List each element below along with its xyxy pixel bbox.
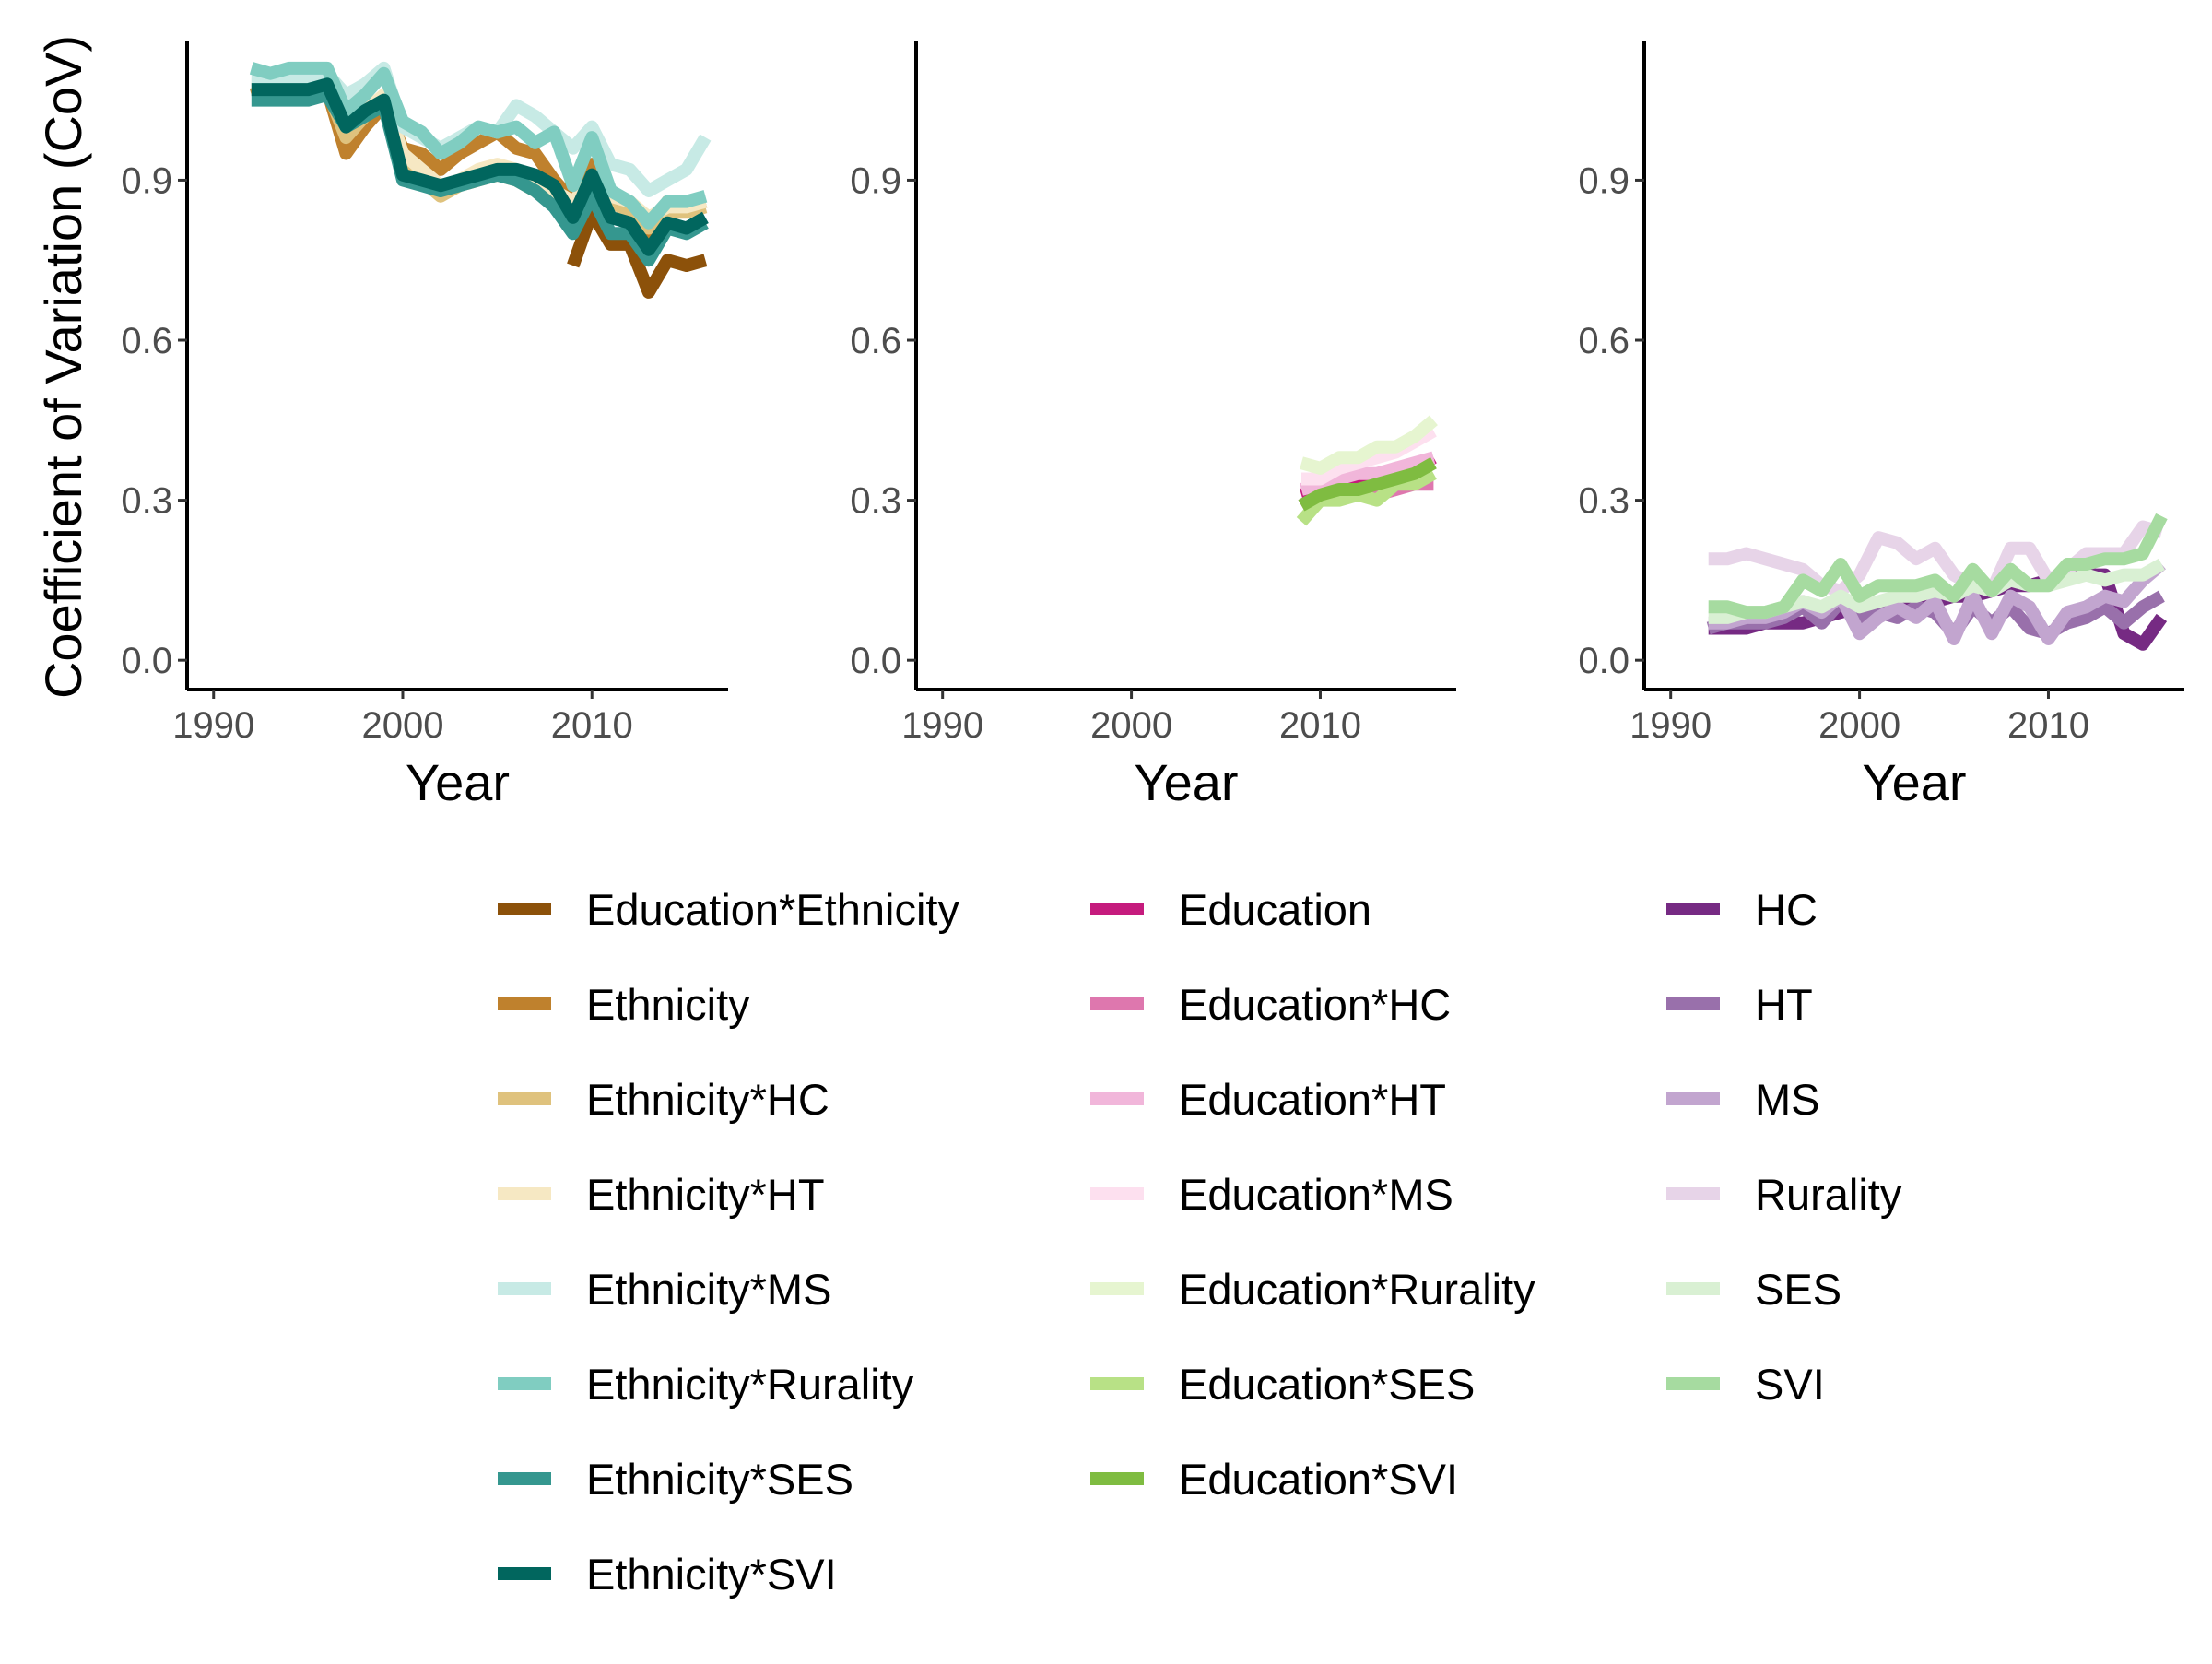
- legend-label: Ethnicity*HT: [586, 1170, 825, 1219]
- panel-1: 0.0 0.3 0.6 0.9 1990 2000 2010 Year: [121, 41, 728, 811]
- series-line-ethnicity-ht: [251, 77, 708, 224]
- panel-2: 0.0 0.3 0.6 0.9 1990 2000 2010 Year: [850, 41, 1456, 811]
- legend: Education*Ethnicity Ethnicity Ethnicity*HC…: [498, 885, 1902, 1599]
- series-line-education-rurality: [1300, 415, 1438, 475]
- x-tick-label: 2010: [2007, 705, 2089, 746]
- x-axis-title: Year: [1862, 753, 1966, 811]
- y-tick-label: 0.6: [1578, 321, 1630, 361]
- x-tick-label: 2010: [1279, 705, 1361, 746]
- legend-label: Ethnicity*Rurality: [586, 1360, 914, 1409]
- y-tick-label: 0.0: [850, 641, 901, 681]
- legend-label: Education: [1179, 885, 1371, 934]
- x-tick-label: 1990: [172, 705, 254, 746]
- y-tick-label: 0.0: [1578, 641, 1630, 681]
- y-tick-label: 0.6: [850, 321, 901, 361]
- x-tick-label: 1990: [1630, 705, 1712, 746]
- legend-label: Ethnicity*MS: [586, 1265, 831, 1314]
- legend-label: Education*Ethnicity: [586, 885, 959, 934]
- series-line-ethnicity-rurality: [249, 61, 708, 230]
- y-tick-label: 0.3: [1578, 481, 1630, 522]
- series-line-education-svi: [1298, 457, 1437, 512]
- legend-label: HT: [1755, 980, 1813, 1029]
- x-tick-label: 2000: [1818, 705, 1900, 746]
- legend-label: Education*HT: [1179, 1075, 1446, 1124]
- legend-label: HC: [1755, 885, 1818, 934]
- legend-label: Ethnicity*SVI: [586, 1550, 837, 1599]
- panel-3: 0.0 0.3 0.6 0.9 1990 2000 2010 Year: [1578, 41, 2184, 811]
- y-tick-label: 0.9: [1578, 160, 1630, 201]
- legend-label: Education*SES: [1179, 1360, 1475, 1409]
- series-line-ethnicity-svi: [251, 77, 709, 256]
- legend-label: Education*HC: [1179, 980, 1451, 1029]
- x-axis-title: Year: [1134, 753, 1238, 811]
- series-line-svi: [1708, 513, 2168, 620]
- y-tick-label: 0.9: [121, 160, 172, 201]
- legend-label: Education*SVI: [1179, 1455, 1458, 1504]
- x-tick-label: 2010: [551, 705, 633, 746]
- legend-label: SVI: [1755, 1360, 1825, 1409]
- series-line-rurality: [1708, 520, 2164, 597]
- legend-label: Education*Rurality: [1179, 1265, 1535, 1314]
- legend-label: SES: [1755, 1265, 1841, 1314]
- legend-label: Ethnicity: [586, 980, 750, 1029]
- y-axis-title: Coefficient of Variation (CoV): [34, 35, 92, 699]
- legend-label: MS: [1755, 1075, 1820, 1124]
- legend-label: Rurality: [1755, 1170, 1902, 1219]
- y-tick-label: 0.0: [121, 641, 172, 681]
- x-axis-title: Year: [406, 753, 510, 811]
- series-line-education-ethnicity: [567, 206, 708, 299]
- y-tick-label: 0.3: [121, 481, 172, 522]
- legend-label: Education*MS: [1179, 1170, 1453, 1219]
- x-tick-label: 2000: [1090, 705, 1172, 746]
- y-tick-label: 0.9: [850, 160, 901, 201]
- x-tick-label: 1990: [901, 705, 983, 746]
- x-tick-label: 2000: [361, 705, 443, 746]
- legend-label: Ethnicity*SES: [586, 1455, 853, 1504]
- y-tick-label: 0.6: [121, 321, 172, 361]
- y-tick-label: 0.3: [850, 481, 901, 522]
- legend-label: Ethnicity*HC: [586, 1075, 830, 1124]
